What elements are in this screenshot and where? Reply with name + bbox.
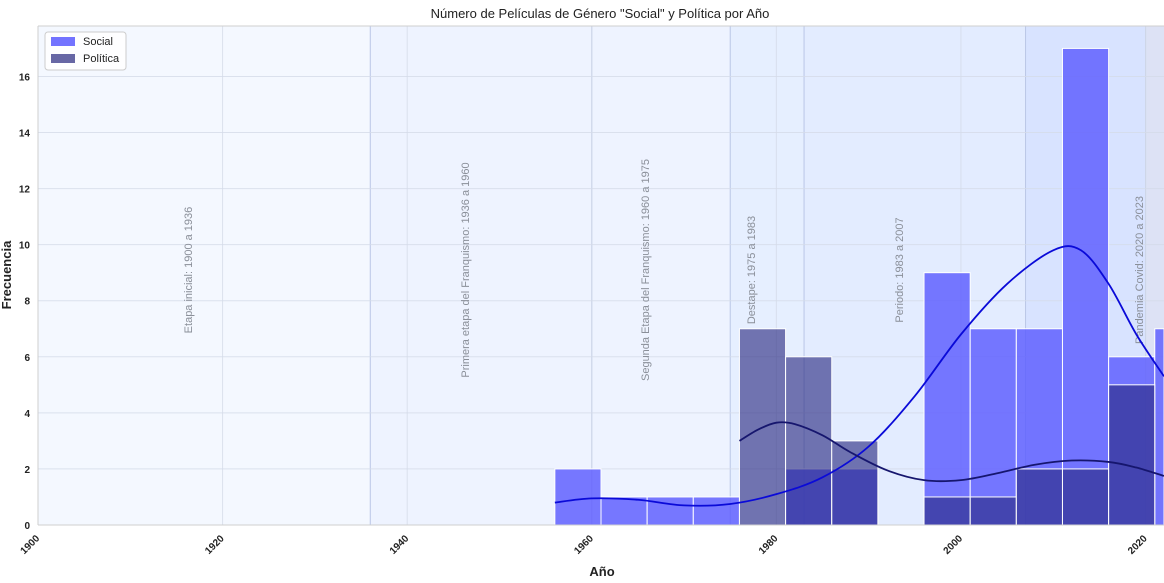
period-band <box>38 26 371 525</box>
period-label: Destape: 1975 a 1983 <box>746 216 758 324</box>
period-labels: Etapa inicial: 1900 a 1936 Primera etapa … <box>183 159 1146 381</box>
x-tick-label: 1980 <box>757 533 781 557</box>
bar-social <box>554 468 602 526</box>
y-axis-label: Frecuencia <box>0 240 14 309</box>
y-tick-label: 6 <box>24 353 30 364</box>
y-tick-label: 14 <box>19 129 31 140</box>
period-band <box>370 26 592 525</box>
axes <box>37 25 1164 526</box>
y-tick-label: 4 <box>24 409 30 420</box>
bar-politica <box>1015 468 1063 526</box>
legend-label-politica: Política <box>83 53 120 65</box>
period-label: Segunda Etapa del Franquismo: 1960 a 197… <box>640 159 652 381</box>
x-axis-label: Año <box>589 564 614 579</box>
kde-line-politica <box>738 421 1164 483</box>
bar-social <box>600 496 648 526</box>
y-tick-label: 12 <box>19 185 31 196</box>
legend: Social Política <box>44 31 127 71</box>
y-tick-label: 10 <box>19 241 31 252</box>
legend-swatch-social <box>51 37 75 46</box>
kde-curves <box>554 245 1164 507</box>
legend-swatch-politica <box>51 54 75 63</box>
kde-line-social <box>554 245 1164 507</box>
bar-politica <box>969 496 1017 526</box>
x-tick-label: 2000 <box>942 533 966 557</box>
period-band <box>591 26 731 525</box>
bar-politica <box>1108 384 1156 526</box>
bar-politica <box>831 440 879 526</box>
y-tick-label: 8 <box>24 297 30 308</box>
bar-social <box>692 496 740 526</box>
x-tick-label: 1920 <box>203 533 227 557</box>
bar-politica <box>923 496 971 526</box>
period-label: Primera etapa del Franquismo: 1936 a 196… <box>460 162 472 377</box>
period-label: Pandemia Covid: 2020 a 2023 <box>1134 196 1146 344</box>
x-tick-label: 1900 <box>19 533 43 557</box>
y-tick-label: 16 <box>19 72 31 83</box>
legend-label-social: Social <box>83 36 113 48</box>
y-tick-label: 2 <box>24 465 30 476</box>
x-tick-label: 1960 <box>572 533 596 557</box>
bar-social <box>923 272 971 526</box>
chart-title: Número de Películas de Género "Social" y… <box>431 6 770 21</box>
bar-social <box>969 328 1017 526</box>
bar-social <box>1061 47 1110 526</box>
x-tick-label: 2020 <box>1126 533 1150 557</box>
bar-politica <box>785 356 833 526</box>
bars <box>554 47 1164 526</box>
bar-politica <box>1061 468 1110 526</box>
period-label: Periodo: 1983 a 2007 <box>894 217 906 322</box>
y-tick-label: 0 <box>24 521 30 532</box>
period-label: Etapa inicial: 1900 a 1936 <box>183 207 195 334</box>
bar-social <box>1154 328 1164 526</box>
x-tick-label: 1940 <box>388 533 412 557</box>
